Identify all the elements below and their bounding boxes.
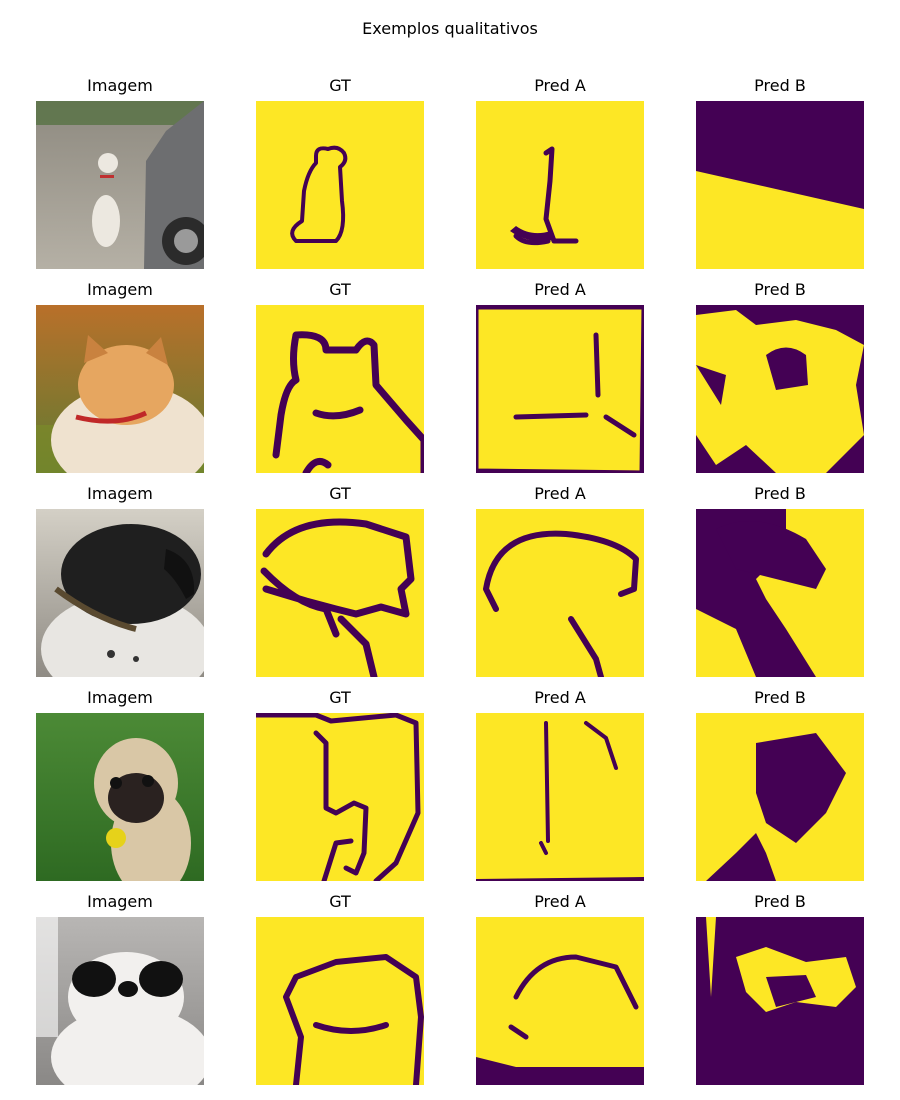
panel-title: Pred A bbox=[534, 280, 586, 299]
gt-mask bbox=[256, 305, 424, 473]
panel-title: Imagem bbox=[87, 484, 153, 503]
panel-title: Pred A bbox=[534, 892, 586, 911]
panel-title: GT bbox=[329, 688, 351, 707]
pred-a-mask bbox=[476, 917, 644, 1085]
pred-a-mask bbox=[476, 305, 644, 473]
panel-title: Imagem bbox=[87, 280, 153, 299]
dog-photo-white-dog-on-road bbox=[36, 101, 204, 269]
pred-b-mask bbox=[696, 713, 864, 881]
panel-title: Pred B bbox=[754, 76, 806, 95]
panel-title: Pred B bbox=[754, 688, 806, 707]
dog-photo-shiba-inu bbox=[36, 305, 204, 473]
dog-photo-pug-on-grass bbox=[36, 713, 204, 881]
dog-photo-black-spotted-dog bbox=[36, 509, 204, 677]
panel-title: Imagem bbox=[87, 688, 153, 707]
panel-title: GT bbox=[329, 280, 351, 299]
pred-a-mask bbox=[476, 509, 644, 677]
panel-title: Imagem bbox=[87, 892, 153, 911]
panel-title: Pred A bbox=[534, 76, 586, 95]
dog-photo-black-white-small-dog bbox=[36, 917, 204, 1085]
pred-b-mask bbox=[696, 917, 864, 1085]
pred-b-mask bbox=[696, 509, 864, 677]
gt-mask bbox=[256, 101, 424, 269]
pred-a-mask bbox=[476, 101, 644, 269]
gt-mask bbox=[256, 917, 424, 1085]
panel-title: Pred B bbox=[754, 892, 806, 911]
panel-title: Pred A bbox=[534, 484, 586, 503]
figure-title: Exemplos qualitativos bbox=[362, 19, 538, 38]
panel-title: GT bbox=[329, 484, 351, 503]
panel-title: Pred A bbox=[534, 688, 586, 707]
pred-b-mask bbox=[696, 101, 864, 269]
pred-b-mask bbox=[696, 305, 864, 473]
panel-title: GT bbox=[329, 892, 351, 911]
panel-title: Pred B bbox=[754, 484, 806, 503]
panel-title: Imagem bbox=[87, 76, 153, 95]
gt-mask bbox=[256, 713, 424, 881]
panel-title: Pred B bbox=[754, 280, 806, 299]
panel-title: GT bbox=[329, 76, 351, 95]
pred-a-mask bbox=[476, 713, 644, 881]
gt-mask bbox=[256, 509, 424, 677]
